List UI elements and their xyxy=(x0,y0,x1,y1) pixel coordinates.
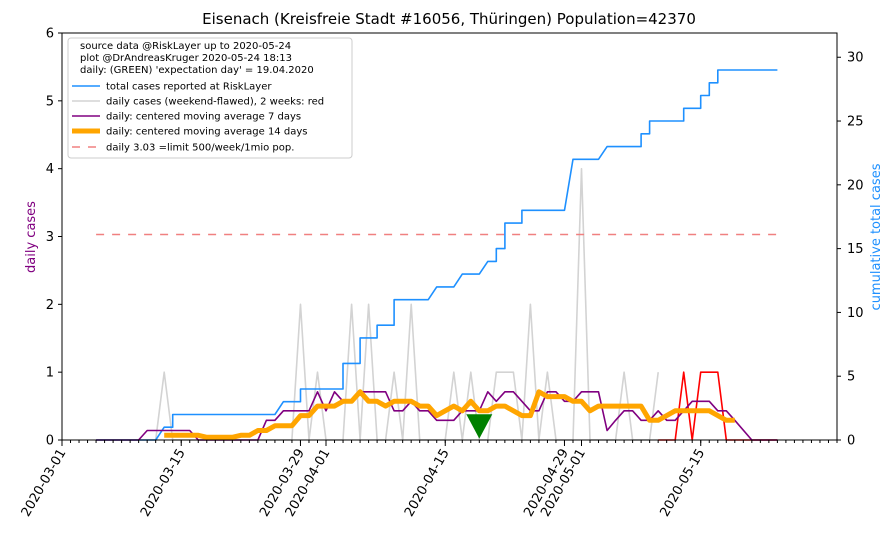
legend-daily-label: daily cases (weekend-flawed), 2 weeks: r… xyxy=(106,97,324,108)
expectation-day-marker xyxy=(466,414,493,439)
right-tick-label: 0 xyxy=(847,434,855,449)
moving-average-14-line xyxy=(164,389,735,440)
left-tick-label: 3 xyxy=(46,230,54,245)
right-tick-label: 20 xyxy=(847,178,864,193)
left-tick-label: 5 xyxy=(46,94,54,109)
left-axis-label: daily cases xyxy=(24,201,39,273)
legend-ma14-label: daily: centered moving average 14 days xyxy=(106,127,307,138)
legend: source data @RiskLayer up to 2020-05-24 … xyxy=(67,37,353,159)
legend-total-label: total cases reported at RiskLayer xyxy=(106,82,272,93)
chart-title: Eisenach (Kreisfreie Stadt #16056, Thüri… xyxy=(202,10,696,28)
left-tick-label: 4 xyxy=(46,162,54,177)
legend-plot-text: plot @DrAndreasKruger 2020-05-24 18:13 xyxy=(80,53,292,64)
legend-box xyxy=(67,37,353,159)
right-tick-label: 25 xyxy=(847,115,864,130)
right-tick-label: 10 xyxy=(847,306,864,321)
right-axis-label: cumulative total cases xyxy=(869,163,884,310)
legend-limit-label: daily 3.03 =limit 500/week/1mio pop. xyxy=(106,143,294,154)
legend-source-text: source data @RiskLayer up to 2020-05-24 xyxy=(80,41,291,52)
left-tick-label: 1 xyxy=(46,366,54,381)
total-cases-line xyxy=(96,69,778,441)
left-tick-label: 2 xyxy=(46,298,54,313)
right-tick-label: 30 xyxy=(847,51,864,66)
left-tick-label: 0 xyxy=(46,434,54,449)
left-tick-label: 6 xyxy=(46,27,54,42)
right-tick-label: 15 xyxy=(847,242,864,257)
moving-average-7-line xyxy=(96,390,778,441)
legend-expectation-text: daily: (GREEN) 'expectation day' = 19.04… xyxy=(80,65,314,76)
legend-ma7-label: daily: centered moving average 7 days xyxy=(106,112,301,123)
right-tick-label: 5 xyxy=(847,370,855,385)
